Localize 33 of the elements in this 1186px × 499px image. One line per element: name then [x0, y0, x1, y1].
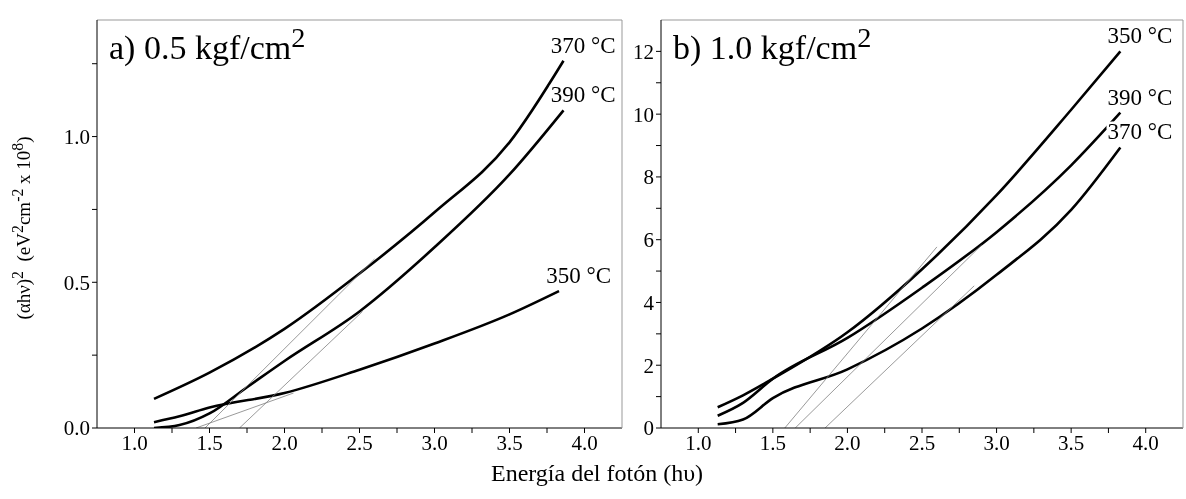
- y-tick-label: 6: [643, 228, 654, 253]
- x-tick-label: 1.0: [121, 430, 148, 455]
- series-label: 370 °C: [1107, 119, 1173, 145]
- x-tick-label: 2.5: [346, 430, 373, 455]
- y-tick-label: 4: [643, 290, 655, 315]
- x-tick-label: 1.5: [759, 430, 786, 455]
- y-tick-label: 0: [643, 416, 654, 441]
- x-tick-label: 2.5: [908, 430, 936, 455]
- y-tick-label: 10: [633, 102, 654, 127]
- y-tick-label: 0.5: [63, 270, 90, 295]
- series-label: 390 °C: [550, 82, 616, 108]
- y-tick-label: 2: [643, 353, 654, 378]
- x-axis-title: Energía del fotón (hυ): [489, 460, 704, 487]
- series-label: 370 °C: [550, 32, 616, 58]
- y-tick-label: 1.0: [63, 125, 90, 150]
- x-tick-label: 3.5: [1058, 430, 1085, 455]
- x-tick-label: 1.5: [196, 430, 223, 455]
- x-tick-label: 3.5: [496, 430, 523, 455]
- x-tick-label: 3.0: [421, 430, 448, 455]
- chart-title: a) 0.5 kgf/cm$^{2}$: [109, 22, 306, 68]
- x-tick-label: 4.0: [571, 430, 598, 455]
- y-tick-label: 8: [643, 165, 654, 190]
- y-tick-label: 0.0: [63, 416, 90, 441]
- series-label: 350 °C: [1107, 23, 1173, 49]
- x-tick-label: 3.0: [983, 430, 1010, 455]
- x-tick-label: 1.0: [685, 430, 712, 455]
- x-tick-label: 2.0: [271, 430, 298, 455]
- series-label: 350 °C: [546, 263, 611, 289]
- chart-title: b) 1.0 kgf/cm$^{2}$: [673, 22, 872, 68]
- x-tick-label: 2.0: [834, 430, 861, 455]
- series-label: 390 °C: [1107, 84, 1173, 110]
- y-tick-label: 12: [633, 39, 654, 64]
- x-tick-label: 4.0: [1132, 430, 1159, 455]
